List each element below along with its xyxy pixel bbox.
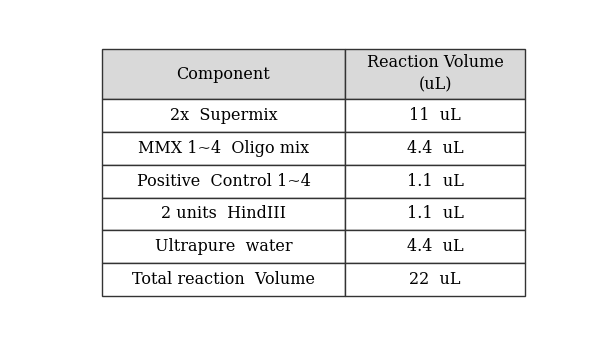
- Text: 2x  Supermix: 2x Supermix: [170, 107, 277, 124]
- Bar: [102, 49, 345, 99]
- Text: Positive  Control 1~4: Positive Control 1~4: [137, 173, 310, 190]
- Text: MMX 1~4  Oligo mix: MMX 1~4 Oligo mix: [138, 140, 309, 157]
- Text: 4.4  uL: 4.4 uL: [407, 140, 464, 157]
- Bar: [102, 132, 345, 165]
- Bar: [345, 49, 525, 99]
- Bar: [345, 263, 525, 296]
- Bar: [102, 99, 345, 132]
- Text: 2 units  HindIII: 2 units HindIII: [161, 205, 286, 222]
- Bar: [102, 197, 345, 230]
- Text: Ultrapure  water: Ultrapure water: [155, 238, 293, 255]
- Bar: [102, 230, 345, 263]
- Bar: [345, 132, 525, 165]
- Text: 11  uL: 11 uL: [409, 107, 461, 124]
- Bar: [345, 230, 525, 263]
- Text: 1.1  uL: 1.1 uL: [407, 173, 464, 190]
- Text: 4.4  uL: 4.4 uL: [407, 238, 464, 255]
- Text: Reaction Volume
(uL): Reaction Volume (uL): [367, 55, 504, 94]
- Bar: [102, 263, 345, 296]
- Text: 22  uL: 22 uL: [409, 271, 461, 288]
- Text: 1.1  uL: 1.1 uL: [407, 205, 464, 222]
- Text: Total reaction  Volume: Total reaction Volume: [132, 271, 315, 288]
- Text: Component: Component: [177, 65, 270, 83]
- Bar: [345, 165, 525, 197]
- Bar: [345, 197, 525, 230]
- Bar: [102, 165, 345, 197]
- Bar: [345, 99, 525, 132]
